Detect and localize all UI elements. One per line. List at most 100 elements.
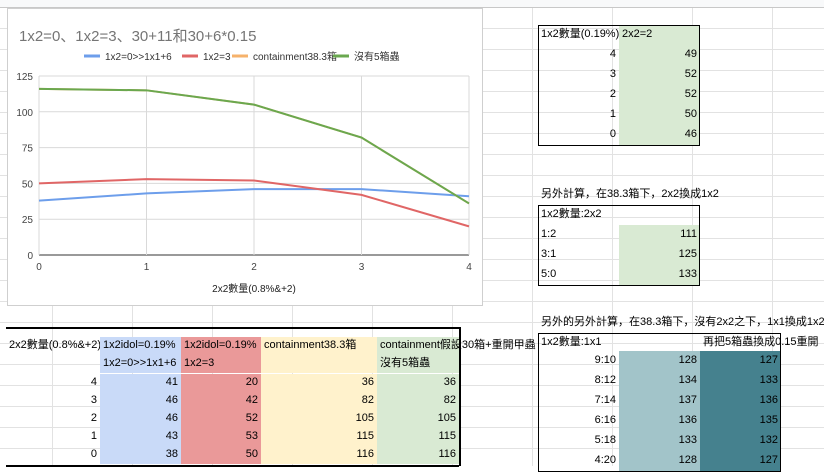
main-row-cell: 52 (181, 410, 261, 428)
main-row-cell: 46 (100, 410, 181, 428)
table1-row-value: 52 (619, 65, 700, 85)
main-header-0: 2x2數量(0.8%&+2) (9, 339, 100, 351)
main-header-2: 1x2idol=0.19% (181, 337, 261, 355)
table2-row-key: 1:2 (541, 228, 557, 240)
table3-row-restart: 127 (700, 351, 781, 371)
table2-row-value: 133 (619, 265, 700, 285)
main-subheader-0 (6, 355, 100, 373)
table1-row-key: 4 (609, 48, 616, 60)
table3-row-key: 7:14 (594, 394, 616, 406)
main-row-cell: 105 (377, 410, 459, 428)
column-header-strip (0, 0, 824, 8)
table3-row-value: 136 (619, 411, 700, 431)
table1-row-key: 2 (609, 88, 616, 100)
main-row-cell: 0 (90, 448, 97, 460)
table1-header-value: 2x2=2 (619, 25, 700, 45)
table3-header-right: 再把5箱蟲換成0.15重開 (703, 336, 819, 348)
legend-label: 沒有5箱蟲 (354, 50, 400, 63)
main-row-cell: 41 (100, 374, 181, 392)
table3-row-restart: 135 (700, 411, 781, 431)
table2-row-value: 125 (619, 245, 700, 265)
table3-row-key: 5:18 (594, 434, 616, 446)
y-tick-label: 50 (22, 179, 34, 190)
main-row-cell: 115 (377, 428, 459, 446)
x-tick-label: 0 (36, 262, 42, 273)
main-row-cell: 36 (261, 374, 377, 392)
table3-row-key: 6:16 (594, 414, 616, 426)
table3-row-key: 9:10 (594, 354, 616, 366)
main-row-cell: 116 (261, 446, 377, 464)
line-chart[interactable]: 1x2=0、1x2=3、30+11和30+6*0.15 0 25 50 75 100 1 2… (7, 8, 483, 306)
table3-border (538, 333, 781, 472)
table3-row-value: 137 (619, 391, 700, 411)
main-bottom-rule (6, 465, 459, 467)
table2-row-key: 5:0 (541, 268, 557, 280)
x-axis-label: 2x2數量(0.8%&+2) (212, 282, 296, 295)
table1-row-key: 3 (609, 68, 616, 80)
main-row-cell: 1 (90, 430, 97, 442)
chart-title: 1x2=0、1x2=3、30+11和30+6*0.15 (19, 28, 257, 45)
table1-border (538, 25, 700, 146)
main-subheader-1: 1x2=0>>1x1+6 (100, 355, 181, 373)
table1-row-value: 49 (619, 45, 700, 65)
main-row-cell: 46 (100, 392, 181, 410)
x-tick-label: 4 (466, 262, 472, 273)
y-tick-label: 25 (22, 215, 34, 226)
main-row-cell: 20 (181, 374, 261, 392)
series-line-3 (38, 87, 470, 205)
y-tick-label: 75 (22, 144, 34, 155)
main-row-cell: 3 (90, 394, 97, 406)
table3-row-key: 8:12 (594, 374, 616, 386)
table3-header-left: 1x2數量:1x1 (541, 336, 602, 348)
series-line-1 (38, 178, 470, 228)
table1-row-value: 52 (619, 85, 700, 105)
main-subheader-3 (261, 355, 377, 373)
table2-header: 1x2數量:2x2 (541, 208, 602, 220)
x-tick-label: 2 (251, 262, 257, 273)
main-row-cell: 116 (377, 446, 459, 464)
table2-caption: 另外計算，在38.3箱下，2x2換成1x2 (541, 188, 719, 200)
table3-row-key: 4:20 (594, 454, 616, 466)
main-row-cell: 42 (181, 392, 261, 410)
table1-header-label: 1x2數量(0.19%) (541, 28, 619, 40)
x-tick-label: 1 (144, 262, 150, 273)
main-row-cell: 82 (261, 392, 377, 410)
main-row-cell: 105 (261, 410, 377, 428)
main-top-rule (6, 327, 459, 329)
main-row-cell: 82 (377, 392, 459, 410)
legend-label: 1x2=0>>1x1+6 (105, 52, 172, 63)
main-header-1: 1x2idol=0.19% (100, 337, 181, 355)
table3-row-restart: 133 (700, 371, 781, 391)
table3-caption: 另外的另外計算，在38.3箱下，沒有2x2之下，1x1換成1x2 (541, 316, 824, 328)
x-tick-label: 3 (359, 262, 365, 273)
main-subheader-2: 1x2=3 (181, 355, 261, 373)
table2-row-key: 3:1 (541, 248, 557, 260)
table3-row-value: 133 (619, 431, 700, 451)
table3-row-value: 128 (619, 351, 700, 371)
table2-row-value: 111 (619, 225, 700, 245)
table2-border (538, 205, 700, 286)
table3-row-value: 134 (619, 371, 700, 391)
main-row-cell: 43 (100, 428, 181, 446)
main-row-cell: 53 (181, 428, 261, 446)
table3-row-restart: 136 (700, 391, 781, 411)
main-row-cell: 50 (181, 446, 261, 464)
y-tick-label: 0 (27, 251, 33, 262)
series-line-0 (38, 188, 470, 202)
main-row-cell: 115 (261, 428, 377, 446)
y-tick-label: 100 (16, 108, 33, 119)
legend-label: 1x2=3 (203, 52, 231, 63)
main-row-cell: 36 (377, 374, 459, 392)
main-header-3: containment38.3箱 (261, 337, 377, 355)
table1-row-value: 50 (619, 105, 700, 125)
table3-row-restart: 132 (700, 431, 781, 451)
legend-label: containment38.3箱 (253, 50, 337, 63)
table1-row-key: 0 (609, 128, 616, 140)
main-header-4: containment假設30箱+重開甲蟲 (377, 337, 536, 355)
main-subheader-4: 沒有5箱蟲 (377, 355, 459, 373)
main-row-cell: 4 (90, 376, 97, 388)
main-row-cell: 2 (90, 412, 97, 424)
table1-row-value: 46 (619, 125, 700, 145)
table1-row-key: 1 (609, 108, 616, 120)
main-row-cell: 38 (100, 446, 181, 464)
